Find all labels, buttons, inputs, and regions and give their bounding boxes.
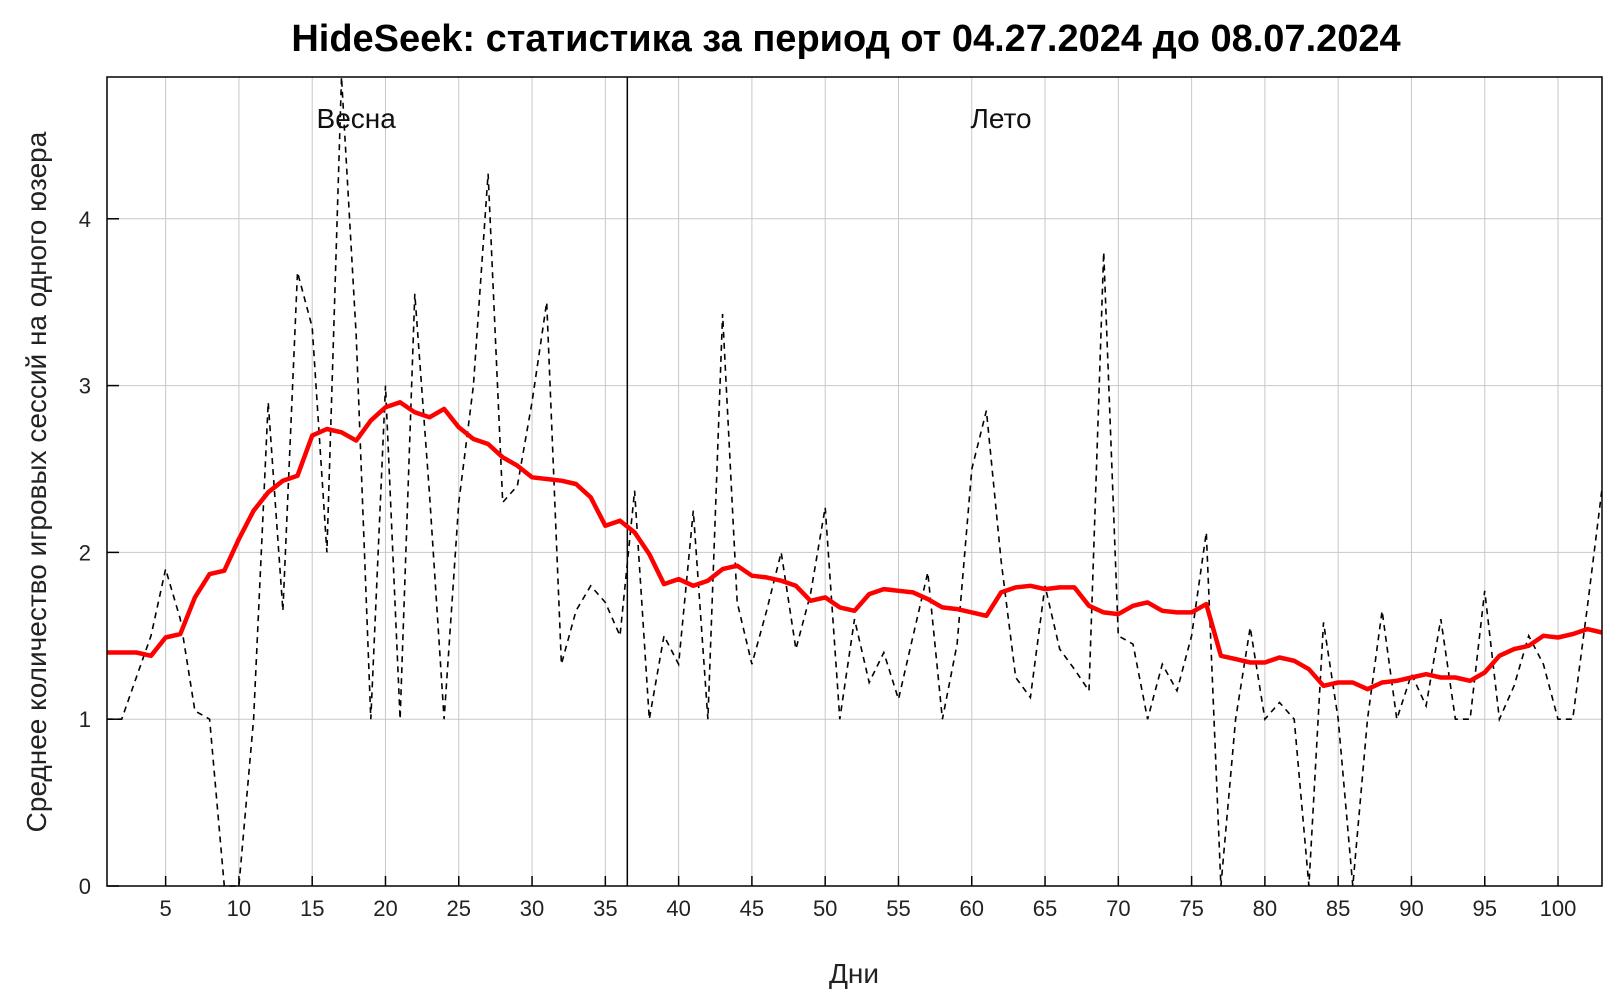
x-tick-label: 20 bbox=[373, 896, 397, 921]
x-tick-label: 60 bbox=[960, 896, 984, 921]
x-tick-label: 55 bbox=[886, 896, 910, 921]
x-tick-label: 50 bbox=[813, 896, 837, 921]
x-tick-label: 35 bbox=[593, 896, 617, 921]
season-label: Весна bbox=[317, 103, 397, 134]
x-axis-label: Дни bbox=[829, 958, 879, 989]
y-tick-label: 2 bbox=[79, 540, 91, 565]
x-tick-label: 25 bbox=[447, 896, 471, 921]
x-tick-label: 65 bbox=[1033, 896, 1057, 921]
y-tick-label: 0 bbox=[79, 874, 91, 899]
x-tick-label: 5 bbox=[160, 896, 172, 921]
x-tick-label: 40 bbox=[666, 896, 690, 921]
plot-annotations: Весна Лето bbox=[317, 103, 1032, 134]
x-tick-label: 80 bbox=[1253, 896, 1277, 921]
x-tick-label: 100 bbox=[1540, 896, 1577, 921]
x-tick-label: 90 bbox=[1399, 896, 1423, 921]
x-tick-label: 75 bbox=[1179, 896, 1203, 921]
y-tick-label: 1 bbox=[79, 707, 91, 732]
season-label: Лето bbox=[971, 103, 1032, 134]
series-line-dashed bbox=[107, 76, 1603, 887]
x-tick-label: 85 bbox=[1326, 896, 1350, 921]
x-axis-ticks: 5 10 15 20 25 30 35 40 45 50 55 60 65 70 75 80 85 90 95 100 bbox=[160, 876, 1577, 921]
y-tick-label: 4 bbox=[79, 207, 91, 232]
x-tick-label: 15 bbox=[300, 896, 324, 921]
x-tick-label: 10 bbox=[227, 896, 251, 921]
series-line-solid bbox=[107, 400, 1603, 692]
x-tick-label: 45 bbox=[740, 896, 764, 921]
y-tick-label: 3 bbox=[79, 374, 91, 399]
plot-frame bbox=[106, 76, 1603, 887]
grid bbox=[107, 77, 1602, 886]
y-axis-label: Среднее количество игровых сессий на одн… bbox=[21, 131, 52, 832]
x-tick-label: 70 bbox=[1106, 896, 1130, 921]
plot-marks bbox=[107, 76, 1603, 887]
x-tick-label: 30 bbox=[520, 896, 544, 921]
y-axis-ticks: 0 1 2 3 4 bbox=[79, 207, 119, 899]
x-tick-label: 95 bbox=[1473, 896, 1497, 921]
chart-title: HideSeek: статистика за период от 04.27.… bbox=[291, 18, 1400, 60]
